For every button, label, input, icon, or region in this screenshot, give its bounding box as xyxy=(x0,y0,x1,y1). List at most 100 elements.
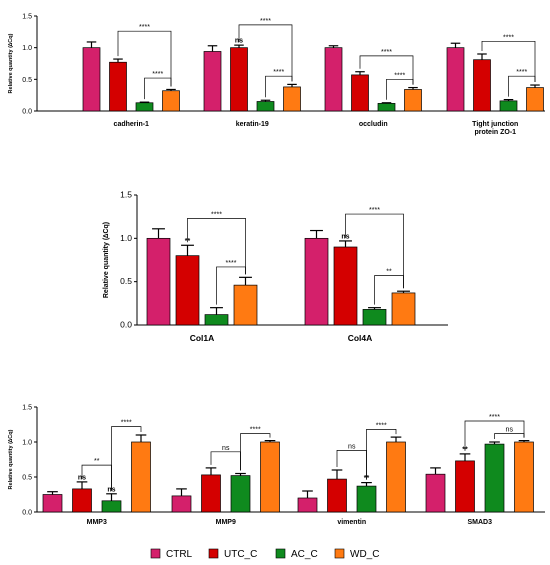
bracket-label-tight-junction-protein-zo-1-0: **** xyxy=(503,34,514,41)
bar-tight-junction-protein-zo-1-wd-c xyxy=(526,87,544,112)
bar-cadherin-1-ac-c xyxy=(135,102,154,112)
category-label-mmp9: MMP9 xyxy=(216,519,236,526)
bracket-label-col4a-0: **** xyxy=(369,207,380,214)
bar-cadherin-1-ctrl xyxy=(82,47,101,112)
category-label-tight-junction-protein-zo-1: Tight junction xyxy=(472,121,518,128)
y-tick-label: 0.5 xyxy=(22,475,32,482)
bracket-label-col4a-1: ** xyxy=(386,269,392,276)
category-label-col1a: Col1A xyxy=(190,333,215,343)
bar-cadherin-1-utc-c xyxy=(109,61,127,112)
category-label-col4a: Col4A xyxy=(348,333,373,343)
bracket-tight-junction-protein-zo-1-0 xyxy=(481,40,536,83)
bracket-mmp3-1 xyxy=(111,426,142,491)
bar-keratin-19-utc-c xyxy=(230,47,248,112)
y-tick-label: 0.0 xyxy=(120,320,132,330)
bracket-keratin-19-1 xyxy=(265,75,293,98)
y-tick-label: 1.5 xyxy=(120,190,132,200)
bar-tight-junction-protein-zo-1-utc-c xyxy=(473,59,491,112)
chart-panel-epithelial: 0.0 0.5 1.0 1.5 Relative quantity (∆Cq) **** *… xyxy=(8,14,545,136)
bar-mmp9-wd-c xyxy=(260,441,280,513)
bracket-label-mmp9-0: ns xyxy=(222,445,230,452)
bracket-label-mmp9-1: **** xyxy=(250,427,261,434)
bracket-label-mmp3-0: ** xyxy=(94,458,100,465)
bar-occludin-wd-c xyxy=(404,89,422,112)
bracket-occludin-0 xyxy=(359,55,414,85)
y-tick-label: 1.5 xyxy=(22,405,32,412)
bar-tight-junction-protein-zo-1-ctrl xyxy=(446,47,465,112)
bracket-label-col1a-1: **** xyxy=(226,260,237,267)
y-tick-label: 0.5 xyxy=(22,77,32,84)
bracket-vimentin-1 xyxy=(366,429,397,480)
bar-vimentin-wd-c xyxy=(386,441,406,513)
bar-occludin-ac-c xyxy=(377,103,396,112)
bracket-col1a-0 xyxy=(187,218,246,275)
y-tick-label: 1.5 xyxy=(22,14,32,21)
bar-occludin-utc-c xyxy=(351,74,369,112)
bar-smad3-wd-c xyxy=(514,441,534,513)
bar-col4a-utc-c xyxy=(333,246,358,326)
bracket-cadherin-1-1 xyxy=(144,77,172,100)
bracket-cadherin-1-0 xyxy=(117,30,172,87)
bar-keratin-19-ac-c xyxy=(256,101,275,112)
legend-label-ac-c: AC_C xyxy=(291,549,318,560)
bracket-mmp9-1 xyxy=(240,433,271,471)
bar-col4a-ctrl xyxy=(304,237,329,326)
legend-label-utc-c: UTC_C xyxy=(224,549,257,560)
y-axis-label: Relative quantity (∆Cq) xyxy=(103,222,110,298)
bar-col1a-wd-c xyxy=(233,284,258,326)
bracket-label-keratin-19-1: **** xyxy=(273,69,284,76)
bar-col1a-ctrl xyxy=(146,237,171,326)
bracket-smad3-0 xyxy=(494,433,525,439)
bracket-tight-junction-protein-zo-1-1 xyxy=(508,75,536,97)
legend-label-ctrl: CTRL xyxy=(166,549,193,560)
bar-mmp9-ctrl xyxy=(171,495,192,513)
category-label-cadherin-1: cadherin-1 xyxy=(114,121,150,128)
y-tick-label: 1.0 xyxy=(22,440,32,447)
bar-col1a-ac-c xyxy=(204,314,229,326)
bracket-smad3-1 xyxy=(464,420,525,451)
y-tick-label: 1.0 xyxy=(120,233,132,243)
legend-swatch-ac-c xyxy=(275,548,286,559)
category-label-smad3: SMAD3 xyxy=(467,519,492,526)
bracket-label-cadherin-1-0: **** xyxy=(139,24,150,31)
bar-cadherin-1-wd-c xyxy=(162,90,180,112)
category-label-keratin-19: keratin-19 xyxy=(236,121,269,128)
y-tick-label: 0.5 xyxy=(120,276,132,286)
bar-keratin-19-ctrl xyxy=(203,51,222,112)
bar-col4a-ac-c xyxy=(362,309,387,326)
bracket-label-smad3-1: **** xyxy=(489,414,500,421)
bracket-occludin-1 xyxy=(386,78,414,100)
bracket-vimentin-0 xyxy=(336,450,367,480)
bracket-col4a-1 xyxy=(374,275,404,305)
bracket-label-cadherin-1-1: **** xyxy=(152,71,163,78)
bracket-label-smad3-0: ns xyxy=(506,427,514,434)
bar-tight-junction-protein-zo-1-ac-c xyxy=(499,100,518,112)
bar-keratin-19-wd-c xyxy=(283,86,301,112)
category-label-vimentin: vimentin xyxy=(337,519,366,526)
bar-smad3-ctrl xyxy=(425,473,446,513)
bracket-label-vimentin-0: ns xyxy=(348,443,356,450)
legend-swatch-ctrl xyxy=(150,548,161,559)
bracket-label-occludin-0: **** xyxy=(381,49,392,56)
bar-mmp3-wd-c xyxy=(131,441,151,513)
bracket-label-tight-junction-protein-zo-1-1: **** xyxy=(516,69,527,76)
bracket-keratin-19-0 xyxy=(238,24,293,82)
y-tick-label: 0.0 xyxy=(22,510,32,517)
bracket-label-col1a-0: **** xyxy=(211,211,222,218)
bracket-label-vimentin-1: **** xyxy=(376,422,387,429)
bar-mmp9-ac-c xyxy=(230,475,251,513)
bracket-label-keratin-19-0: **** xyxy=(260,18,271,25)
chart-panel-mesenchymal: 0.0 0.5 1.0 1.5 Relative quantity (∆Cq) ns ns *… xyxy=(8,405,545,526)
y-tick-label: 1.0 xyxy=(22,45,32,52)
bar-mmp3-utc-c xyxy=(72,488,92,513)
legend-label-wd-c: WD_C xyxy=(350,549,379,560)
bar-occludin-ctrl xyxy=(324,47,343,112)
bar-mmp3-ctrl xyxy=(42,494,63,513)
y-axis-label: Relative quantity (∆Cq) xyxy=(8,33,14,93)
legend: CTRL UTC_C AC_C WD_C xyxy=(150,548,379,560)
bracket-col1a-1 xyxy=(216,266,246,305)
bracket-col4a-0 xyxy=(345,213,404,289)
bar-vimentin-ac-c xyxy=(356,485,377,513)
